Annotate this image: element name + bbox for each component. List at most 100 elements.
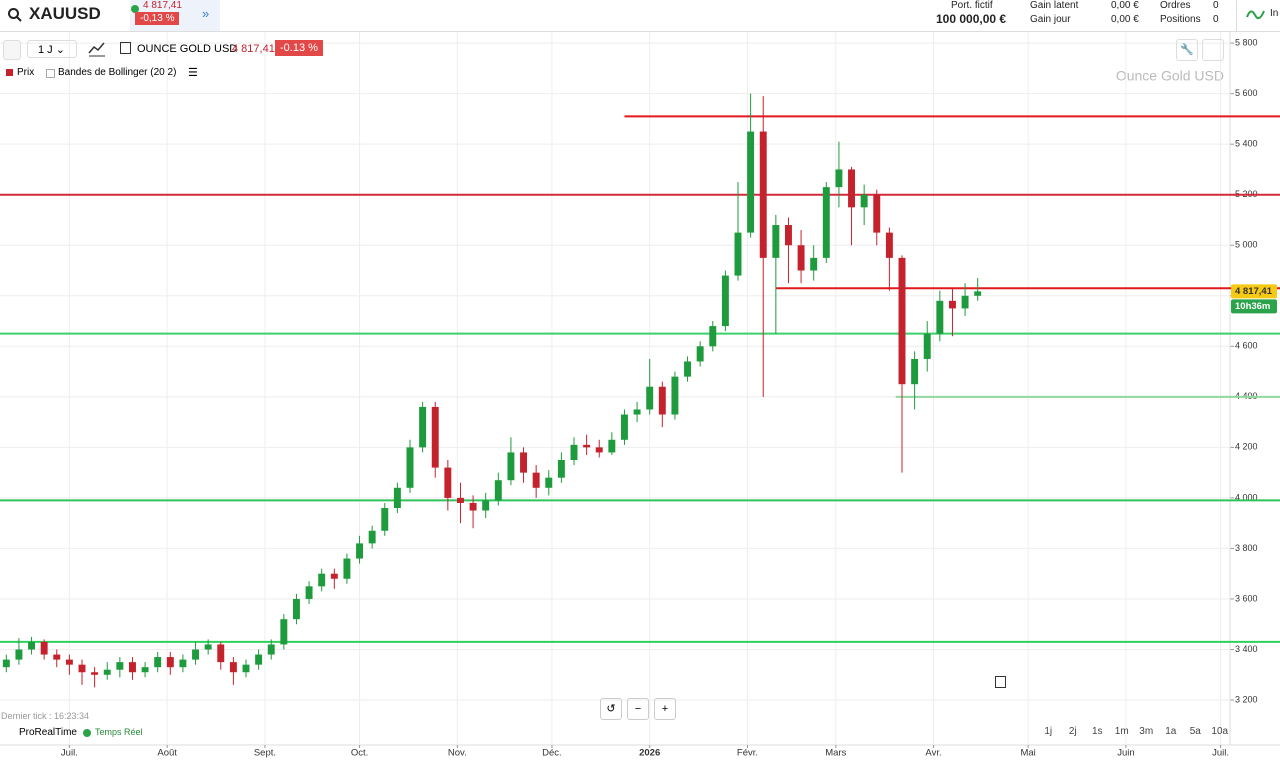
candle-body [885, 232, 893, 258]
range-button[interactable]: 2j [1068, 726, 1077, 737]
day-value: 0,00 € [1111, 14, 1139, 25]
portfolio-label: Port. fictif [951, 0, 993, 11]
last-tick: Dernier tick : 16:23:34 [1, 711, 90, 721]
y-tick-label: 5 400 [1235, 139, 1258, 149]
candle-body [557, 460, 565, 478]
candle-body [494, 480, 502, 501]
range-button[interactable]: 1j [1044, 726, 1053, 737]
range-button[interactable]: 10a [1211, 726, 1229, 737]
x-tick-label: Déc. [542, 748, 562, 759]
candle-body [318, 573, 326, 587]
settings-button[interactable]: 🔧 [1176, 39, 1198, 61]
candle-body [873, 194, 881, 233]
legend-bollinger[interactable]: Bandes de Bollinger (20 2) [58, 67, 177, 78]
positions-label: Positions [1160, 14, 1201, 25]
candle-body [532, 472, 540, 488]
last-price-tag [1231, 284, 1277, 299]
candle-body [305, 586, 313, 599]
drag-handle[interactable] [3, 40, 21, 60]
candle-body [255, 654, 263, 665]
candle-body [520, 452, 528, 473]
candle-body [103, 669, 111, 675]
candle-body [393, 487, 401, 509]
candle-body [772, 225, 780, 258]
latent-label: Gain latent [1030, 0, 1079, 11]
y-tick-label: 3 600 [1235, 593, 1258, 603]
info-icon[interactable] [995, 676, 1006, 688]
search-icon[interactable] [7, 7, 23, 23]
header-change: -0,13 % [135, 12, 180, 25]
portfolio-value: 100 000,00 € [936, 12, 1007, 26]
side-text: In [1270, 8, 1279, 19]
candle-body [242, 664, 250, 673]
realtime: Temps Réel [95, 727, 143, 737]
candle-body [154, 657, 162, 668]
status-dot [131, 5, 139, 13]
candle-body [444, 467, 452, 498]
candle-body [166, 657, 174, 668]
range-button[interactable]: 5a [1189, 726, 1201, 737]
zoom-in-button[interactable]: + [654, 698, 676, 720]
candle-body [141, 667, 149, 673]
zoom-out-button[interactable]: − [627, 698, 649, 720]
chart-type-icon[interactable] [88, 41, 106, 57]
candle-body [974, 291, 982, 296]
candle-body [822, 187, 830, 258]
candle-body [91, 672, 99, 675]
candle-body [204, 644, 212, 650]
expand-icon[interactable]: » [202, 6, 210, 21]
candle-body [759, 131, 767, 258]
countdown-tag [1231, 299, 1277, 314]
x-tick-label: Sept. [254, 748, 276, 759]
y-tick-label: 4 200 [1235, 442, 1258, 452]
range-button[interactable]: 1s [1091, 726, 1103, 737]
price-swatch [6, 69, 13, 76]
y-tick-label: 4 000 [1235, 492, 1258, 502]
candle-body [2, 659, 10, 668]
candle-body [292, 598, 300, 620]
candle-body [406, 447, 414, 488]
day-label: Gain jour [1030, 14, 1071, 25]
candle-body [15, 649, 23, 660]
candle-body [381, 508, 389, 531]
orders-value: 0 [1213, 0, 1219, 11]
legend-menu[interactable]: ☰ [188, 67, 198, 79]
last-price-label: 4 817,41 [1235, 286, 1273, 297]
x-tick-label: Juil. [1212, 748, 1229, 759]
info-icon[interactable] [120, 42, 131, 54]
candle-body [848, 169, 856, 208]
symbol[interactable]: XAUUSD [29, 4, 101, 23]
y-tick-label: 5 800 [1235, 37, 1258, 47]
range-button[interactable]: 3m [1139, 726, 1154, 737]
legend-price[interactable]: Prix [17, 67, 35, 78]
candle-body [545, 477, 553, 488]
range-button[interactable]: 1m [1114, 726, 1129, 737]
candle-body [570, 444, 578, 461]
toolbar-price: 4 817,41 [232, 43, 275, 55]
brand: ProRealTime [19, 727, 77, 738]
reset-button[interactable]: ↺ [600, 698, 622, 720]
bollinger-swatch [46, 69, 55, 78]
x-tick-label: Oct. [351, 748, 368, 759]
candle-body [898, 257, 906, 385]
candle-body [431, 406, 439, 468]
x-tick-label: Août [157, 748, 177, 759]
candle-body [469, 502, 477, 511]
candle-body [456, 497, 464, 503]
calendar-button[interactable] [1202, 39, 1224, 61]
y-tick-label: 4 600 [1235, 341, 1258, 351]
header: XAUUSD 4 817,41 -0,13 % » Port. fictif 1… [0, 0, 1280, 32]
candle-body [709, 326, 717, 347]
x-tick-label: Juil. [61, 748, 78, 759]
x-tick-label: Mai [1020, 748, 1035, 759]
candle-body [280, 619, 288, 645]
realtime-dot [83, 729, 91, 737]
period-select[interactable]: 1 J ⌄ [27, 40, 77, 58]
countdown: 10h36m [1235, 301, 1270, 312]
range-button[interactable]: 1a [1165, 726, 1177, 737]
candle-body [734, 232, 742, 276]
x-tick-label: Mars [825, 748, 846, 759]
candle-body [192, 649, 200, 660]
side-panel[interactable] [1236, 0, 1280, 31]
